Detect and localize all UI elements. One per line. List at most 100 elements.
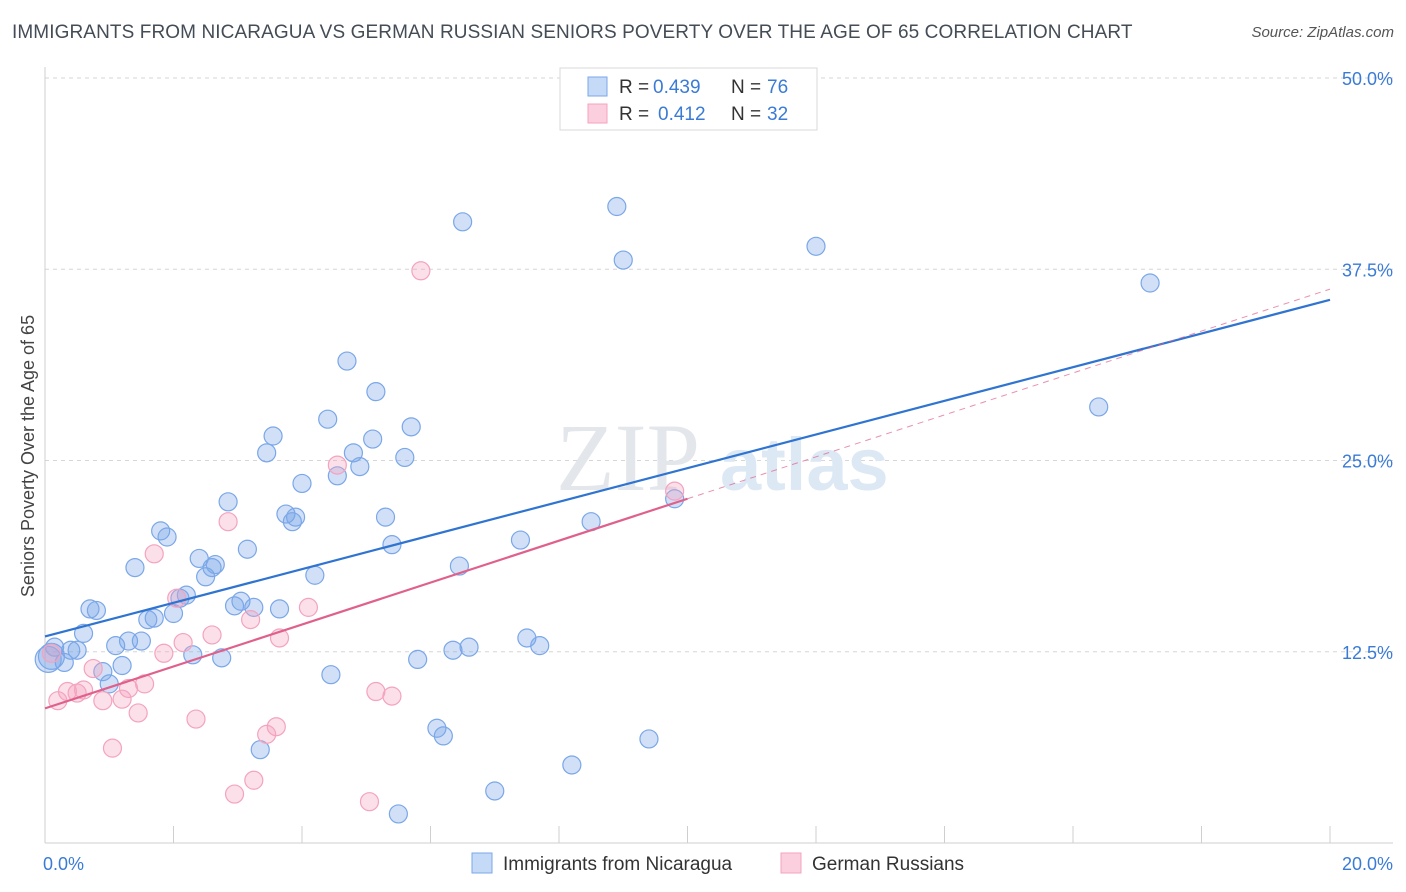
point-nicaragua	[433, 726, 453, 746]
point-nicaragua	[1140, 273, 1160, 293]
point-nicaragua	[395, 447, 415, 468]
top-legend: R = 0.439 N = 76 R = 0.412 N = 32	[559, 67, 818, 131]
legend-n-label-2: N =	[731, 104, 761, 125]
tick-labels: 12.5% 25.0% 37.5% 50.0% 0.0% 20.0%	[43, 69, 1393, 874]
point-nicaragua	[144, 608, 164, 628]
y-tick-label-2: 37.5%	[1342, 260, 1393, 280]
point-nicaragua	[401, 417, 421, 437]
point-nicaragua	[639, 729, 659, 749]
point-nicaragua	[485, 781, 505, 801]
legend-swatch-nicaragua	[587, 76, 608, 97]
legend-r-value-1: 0.439	[653, 77, 701, 98]
point-german-russian	[266, 717, 286, 737]
point-nicaragua	[112, 655, 132, 676]
point-nicaragua	[292, 473, 312, 494]
point-nicaragua	[337, 351, 357, 371]
point-german-russian	[359, 792, 380, 812]
point-nicaragua	[530, 636, 550, 656]
point-german-russian	[202, 625, 222, 645]
point-nicaragua	[408, 649, 428, 670]
point-nicaragua	[257, 443, 277, 463]
point-nicaragua	[350, 457, 370, 477]
y-tick-label-1: 25.0%	[1342, 452, 1393, 472]
point-german-russian	[41, 643, 62, 663]
point-german-russian	[218, 512, 238, 532]
point-german-russian	[665, 481, 685, 501]
point-nicaragua	[1089, 397, 1109, 417]
point-nicaragua	[269, 599, 290, 619]
point-german-russian	[257, 724, 277, 744]
point-german-russian	[366, 681, 386, 702]
y-axis-title: Seniors Poverty Over the Age of 65	[18, 315, 38, 597]
point-nicaragua	[318, 409, 338, 429]
point-german-russian	[173, 632, 193, 653]
point-nicaragua	[80, 599, 100, 619]
point-german-russian	[154, 643, 174, 663]
bottom-legend-swatch-german-russians	[780, 852, 802, 874]
point-nicaragua	[459, 637, 479, 657]
point-german-russian	[186, 709, 206, 729]
grid-lines	[45, 77, 1393, 653]
point-nicaragua	[73, 623, 94, 643]
axes	[44, 67, 1393, 844]
point-nicaragua	[613, 250, 633, 270]
point-nicaragua	[61, 640, 81, 660]
legend-n-value-2: 32	[767, 104, 788, 125]
point-german-russian	[244, 770, 264, 790]
point-nicaragua	[321, 665, 341, 685]
point-german-russian	[128, 703, 148, 723]
point-german-russian	[112, 689, 132, 709]
point-nicaragua	[453, 212, 473, 232]
watermark-zip: ZIP	[556, 404, 700, 511]
point-german-russian	[382, 686, 402, 706]
point-nicaragua	[305, 565, 325, 585]
point-nicaragua	[327, 466, 347, 486]
watermark-atlas: atlas	[720, 423, 889, 506]
chart-title: IMMIGRANTS FROM NICARAGUA VS GERMAN RUSS…	[12, 22, 1133, 43]
x-tick-label-min: 0.0%	[43, 854, 84, 874]
point-nicaragua	[202, 557, 222, 578]
series-nicaragua-points	[34, 196, 1160, 824]
point-nicaragua	[218, 492, 238, 512]
point-nicaragua	[363, 429, 383, 449]
y-tick-label-0: 12.5%	[1342, 643, 1393, 663]
legend-n-value-1: 76	[767, 77, 788, 98]
source-credit: Source: ZipAtlas.com	[1251, 24, 1394, 41]
point-nicaragua	[510, 530, 531, 550]
point-nicaragua	[34, 645, 62, 674]
legend-r-label-2: R =	[619, 104, 649, 125]
point-nicaragua	[106, 636, 126, 656]
point-nicaragua	[607, 196, 627, 217]
point-german-russian	[298, 597, 319, 617]
point-nicaragua	[244, 597, 264, 617]
trendline-german-russians-extension	[687, 288, 1331, 500]
y-tick-label-3: 50.0%	[1342, 69, 1393, 89]
trendline-german-russians	[44, 497, 688, 710]
point-german-russian	[411, 261, 431, 281]
point-nicaragua	[237, 539, 257, 559]
point-nicaragua	[443, 640, 463, 660]
legend-n-label-1: N =	[731, 77, 761, 98]
point-german-russian	[144, 544, 164, 564]
bottom-legend-label-nicaragua: Immigrants from Nicaragua	[503, 854, 733, 875]
point-nicaragua	[131, 631, 151, 651]
point-nicaragua	[388, 804, 408, 824]
point-nicaragua	[125, 557, 145, 578]
point-nicaragua	[806, 236, 826, 256]
point-german-russian	[93, 691, 113, 711]
bottom-legend-swatch-nicaragua	[471, 852, 493, 874]
trend-lines	[44, 288, 1331, 710]
bottom-legend: Immigrants from Nicaragua German Russian…	[471, 852, 964, 875]
point-nicaragua	[263, 426, 283, 446]
point-german-russian	[102, 738, 123, 758]
point-nicaragua	[665, 489, 685, 509]
legend-swatch-german-russians	[587, 103, 608, 124]
legend-r-value-2: 0.412	[658, 104, 706, 125]
point-german-russian	[224, 784, 245, 804]
point-nicaragua	[366, 382, 386, 402]
bottom-legend-label-german-russians: German Russians	[812, 854, 964, 875]
point-nicaragua	[86, 600, 107, 621]
point-german-russian	[83, 658, 103, 679]
x-tick-label-max: 20.0%	[1342, 854, 1393, 874]
